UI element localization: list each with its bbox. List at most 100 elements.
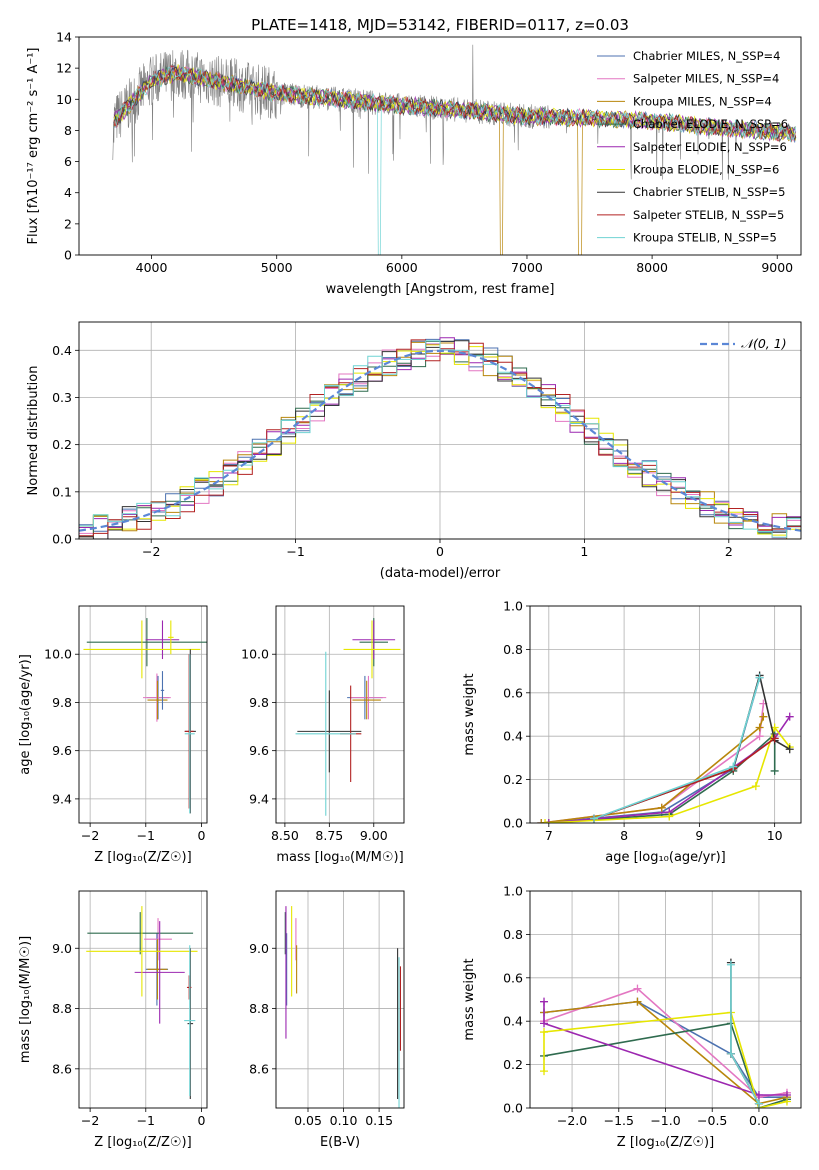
weight-line	[541, 703, 765, 823]
weight-marker	[785, 745, 794, 754]
data-point	[184, 945, 196, 1096]
weight-line	[593, 737, 776, 820]
x-tick-label: 9000	[761, 260, 793, 275]
weight-marker	[537, 819, 546, 823]
y-tick-label: 0.2	[503, 772, 523, 787]
weight-marker	[633, 997, 642, 1006]
x-tick-label: 5000	[261, 260, 293, 275]
x-axis-label: mass [log₁₀(M/M☉)]	[276, 850, 403, 865]
y-tick-label: 9.4	[52, 791, 72, 806]
data-point	[160, 671, 165, 710]
mass-vs-ebv-panel: 0.05 0.10 0.15 8.6 8.8 9.0 E(B-V)	[249, 890, 405, 1150]
y-tick-label: 6	[64, 154, 72, 169]
x-tick-label: 0.05	[294, 1113, 322, 1128]
data-point	[143, 673, 171, 722]
x-tick-label: 0.10	[330, 1113, 358, 1128]
y-tick-label: 4	[64, 185, 72, 200]
legend-label: 𝒩(0, 1)	[741, 336, 787, 351]
legend-label: Kroupa STELIB, N_SSP=5	[633, 231, 777, 245]
x-tick-label: −0.5	[697, 1113, 727, 1128]
weight-marker	[751, 782, 760, 791]
plot-area	[284, 906, 401, 1108]
x-tick-label: −1.0	[650, 1113, 680, 1128]
y-tick-label: 0.0	[52, 532, 72, 547]
legend-label: Kroupa ELODIE, N_SSP=6	[633, 163, 779, 177]
axes-frame	[78, 321, 802, 540]
weight-marker	[633, 984, 642, 993]
y-tick-label: 10	[56, 92, 72, 107]
weight-line	[541, 677, 761, 823]
axes-frame	[275, 890, 405, 1109]
axes-frame	[529, 605, 802, 824]
legend-label: Chabrier ELODIE, N_SSP=6	[633, 117, 788, 131]
weight-marker	[540, 1028, 549, 1037]
axes-frame	[529, 890, 802, 1109]
age-vs-metallicity-panel: −2 −1 0 9.4 9.6 9.8 10.0 Z [log₁₀(Z/Z☉)] age [lo…	[18, 605, 208, 865]
x-tick-label: 8.50	[271, 828, 299, 843]
y-axis-label: Normed distribution	[26, 366, 41, 496]
y-tick-label: 0.6	[503, 685, 523, 700]
weight-vs-metallicity-panel: −2.0 −1.5 −1.0 −0.5 0.0 0.0 0.2 0.4 0.6 0.8 1.0 Z […	[462, 884, 802, 1150]
weight-marker	[657, 803, 666, 812]
data-point	[343, 620, 401, 679]
x-tick-label: −1.5	[604, 1113, 634, 1128]
weight-marker	[770, 734, 779, 743]
x-tick-label: 1	[580, 544, 588, 559]
y-tick-label: 9.8	[249, 695, 269, 710]
y-tick-label: 9.0	[249, 941, 269, 956]
legend-label: Kroupa MILES, N_SSP=4	[633, 94, 772, 108]
legend-label: Chabrier STELIB, N_SSP=5	[633, 185, 785, 199]
legend: Chabrier MILES, N_SSP=4 Salpeter MILES, N…	[597, 49, 788, 245]
weight-line	[730, 962, 760, 1105]
weight-line	[543, 1000, 788, 1105]
y-tick-label: 8.8	[52, 1001, 72, 1016]
y-tick-label: 0.8	[503, 642, 523, 657]
x-tick-label: 0.15	[365, 1113, 393, 1128]
data-point	[86, 906, 198, 997]
data-point	[86, 618, 207, 667]
spectrum-panel: 4000 5000 6000 7000 8000 9000 0 2 4 6 8 10 12 14 wavel…	[26, 30, 802, 297]
plot-area	[540, 958, 791, 1108]
figure-title: PLATE=1418, MJD=53142, FIBERID=0117, z=0…	[251, 16, 629, 34]
weight-marker	[755, 732, 764, 741]
data-point	[147, 680, 168, 720]
weight-marker	[755, 673, 764, 682]
data-point	[87, 912, 194, 955]
data-point	[184, 654, 195, 814]
x-tick-label: 8.75	[315, 828, 343, 843]
y-tick-label: 0.3	[52, 390, 72, 405]
data-point	[145, 620, 180, 660]
x-tick-label: 0	[197, 1113, 205, 1128]
residual-histogram	[79, 339, 801, 537]
mass-vs-metallicity-panel: −2 −1 0 8.6 8.8 9.0 Z [log₁₀(Z/Z☉)] mass [log₁₀…	[18, 890, 208, 1150]
x-tick-label: 9	[695, 828, 703, 843]
y-tick-label: 0.4	[503, 729, 523, 744]
x-axis-label: Z [log₁₀(Z/Z☉)]	[94, 850, 191, 865]
model-spectrum-line	[113, 66, 797, 255]
weight-marker	[541, 819, 550, 823]
y-tick-label: 8.6	[249, 1061, 269, 1076]
x-axis-label: Z [log₁₀(Z/Z☉)]	[94, 1135, 191, 1150]
y-tick-label: 8.8	[249, 1001, 269, 1016]
y-tick-label: 0.0	[503, 1101, 523, 1116]
data-point	[83, 620, 201, 679]
weight-vs-age-panel: 7 8 9 10 0.0 0.2 0.4 0.6 0.8 1.0 age [log₁₀(age/yr…	[462, 599, 802, 865]
x-axis-label: E(B-V)	[320, 1135, 360, 1150]
data-point	[352, 680, 381, 720]
weight-marker	[785, 712, 794, 721]
y-tick-label: 1.0	[503, 599, 523, 614]
data-point	[186, 975, 192, 1000]
plot-area	[79, 337, 801, 539]
plot-area	[295, 618, 401, 816]
y-tick-label: 9.4	[249, 791, 269, 806]
plot-area	[83, 618, 207, 814]
weight-marker	[540, 1067, 549, 1076]
y-tick-label: 9.0	[52, 941, 72, 956]
x-tick-label: −2	[81, 1113, 99, 1128]
y-tick-label: 14	[56, 30, 72, 45]
data-point	[147, 939, 168, 1000]
weight-marker	[726, 1049, 735, 1058]
x-tick-label: 7	[545, 828, 553, 843]
weight-marker	[754, 1099, 763, 1108]
